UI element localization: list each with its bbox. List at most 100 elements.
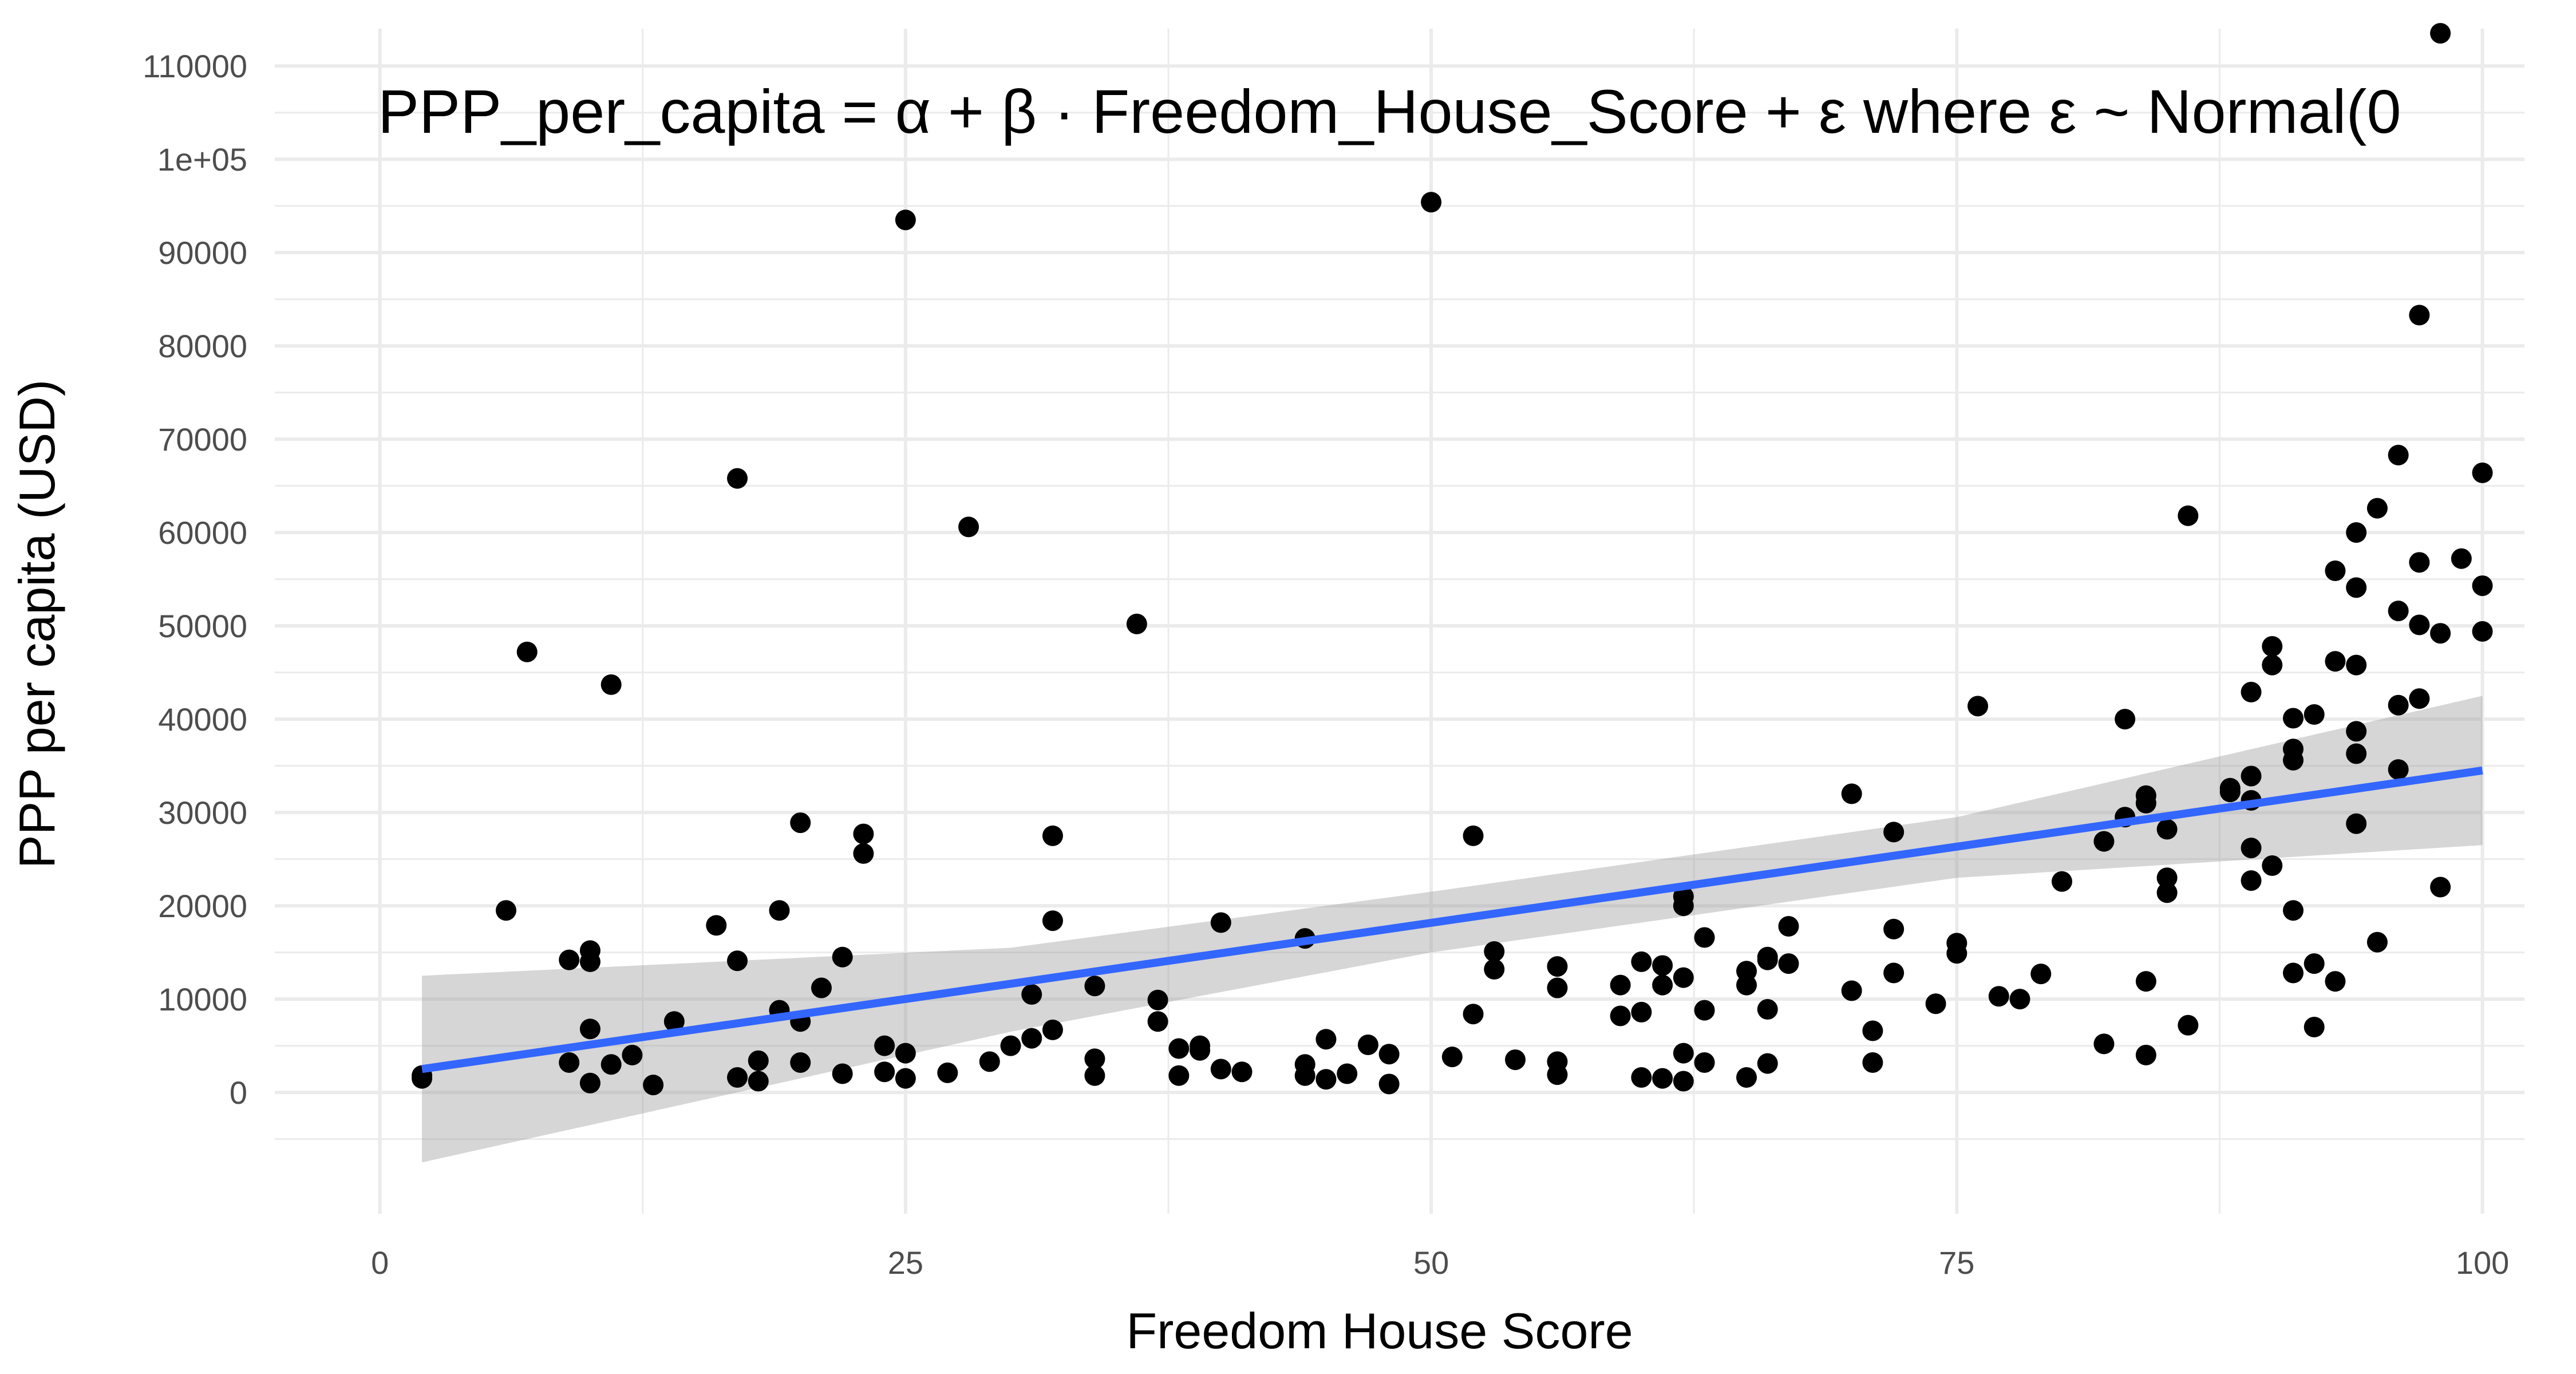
data-point [2135, 1044, 2156, 1065]
data-point [1694, 1000, 1715, 1021]
data-point [748, 1071, 769, 1092]
y-tick-label: 40000 [158, 701, 247, 737]
data-point [1841, 783, 1862, 804]
data-point [579, 1072, 600, 1093]
grid-lines [275, 29, 2524, 1214]
data-point [2135, 971, 2156, 992]
y-tick-label: 50000 [158, 608, 247, 644]
data-point [1946, 943, 1967, 964]
data-point [2262, 636, 2283, 657]
data-point [663, 1011, 685, 1032]
data-point [1315, 1069, 1337, 1090]
data-point [1337, 1063, 1358, 1084]
data-point [2093, 1033, 2115, 1055]
data-point [937, 1062, 958, 1083]
y-tick-label: 70000 [158, 421, 247, 457]
data-point [1168, 1038, 1190, 1059]
data-point [2409, 688, 2430, 709]
data-point [2472, 621, 2493, 642]
data-point [2282, 749, 2304, 771]
x-axis-title: Freedom House Score [1126, 1302, 1633, 1359]
data-point [790, 812, 811, 834]
data-point [2178, 505, 2199, 526]
data-point [1883, 822, 1905, 843]
data-point [496, 900, 517, 921]
data-point [579, 1018, 600, 1040]
data-point [2409, 305, 2430, 326]
data-point [706, 915, 727, 936]
data-point [958, 516, 979, 538]
data-point [727, 468, 748, 489]
data-point [1967, 696, 1989, 717]
data-point [2156, 867, 2178, 889]
data-point [1883, 918, 1905, 939]
data-point [1757, 1053, 1778, 1074]
data-point [2241, 681, 2262, 702]
data-point [1673, 895, 1694, 917]
data-point [2241, 838, 2262, 859]
data-point [1631, 951, 1652, 972]
data-point [2409, 614, 2430, 635]
confidence-ribbon-group [422, 696, 2483, 1163]
data-point [1547, 1064, 1568, 1085]
data-point [2472, 575, 2493, 597]
data-point [1925, 993, 1946, 1014]
data-point [1757, 999, 1778, 1020]
data-point [1294, 1065, 1315, 1086]
data-point [2472, 462, 2493, 483]
data-point [2346, 813, 2367, 834]
data-point [1547, 956, 1568, 977]
y-tick-label: 1e+05 [157, 141, 247, 177]
data-point [1378, 1073, 1400, 1095]
data-point [2430, 876, 2451, 898]
data-point [516, 641, 538, 662]
data-point [811, 977, 832, 998]
data-point [1042, 825, 1063, 846]
data-point [1631, 1001, 1652, 1022]
data-point [979, 1051, 1000, 1072]
data-point [895, 1043, 916, 1064]
data-point [1673, 1071, 1694, 1092]
data-point [1862, 1020, 1883, 1041]
data-point [600, 674, 622, 695]
data-point [2282, 900, 2304, 921]
data-point [1084, 1048, 1105, 1069]
x-tick-label: 100 [2456, 1245, 2509, 1281]
data-point [2282, 708, 2304, 729]
data-point [1484, 958, 1505, 980]
data-point [1673, 967, 1694, 988]
data-point [2304, 704, 2325, 725]
data-point [1988, 986, 2009, 1007]
data-point [1021, 984, 1042, 1005]
data-point [579, 951, 600, 972]
data-point [2241, 765, 2262, 787]
data-point [2346, 522, 2367, 543]
data-point [2241, 870, 2262, 891]
data-point [1652, 1068, 1673, 1089]
data-point [727, 950, 748, 972]
data-point [1042, 910, 1063, 931]
data-point [1883, 962, 1905, 984]
data-point [2346, 654, 2367, 676]
data-point [2366, 498, 2388, 519]
data-point [769, 900, 790, 921]
y-tick-label: 10000 [158, 981, 247, 1017]
model-equation-annotation: PPP_per_capita = α + β · Freedom_House_S… [378, 77, 2401, 146]
data-point [2430, 623, 2451, 644]
data-point [895, 1068, 916, 1089]
x-tick-label: 0 [371, 1245, 389, 1281]
data-point [853, 823, 874, 844]
data-point [2388, 601, 2409, 622]
data-point [1126, 613, 1147, 634]
data-point [1084, 1065, 1105, 1086]
data-point [559, 1052, 580, 1073]
data-point [1210, 912, 1231, 933]
data-point [2051, 871, 2072, 892]
data-point [1168, 1065, 1190, 1086]
data-point [1778, 953, 1799, 974]
data-point [874, 1035, 895, 1056]
data-point [1231, 1061, 1253, 1083]
data-point [1652, 955, 1673, 976]
data-point [2388, 759, 2409, 780]
